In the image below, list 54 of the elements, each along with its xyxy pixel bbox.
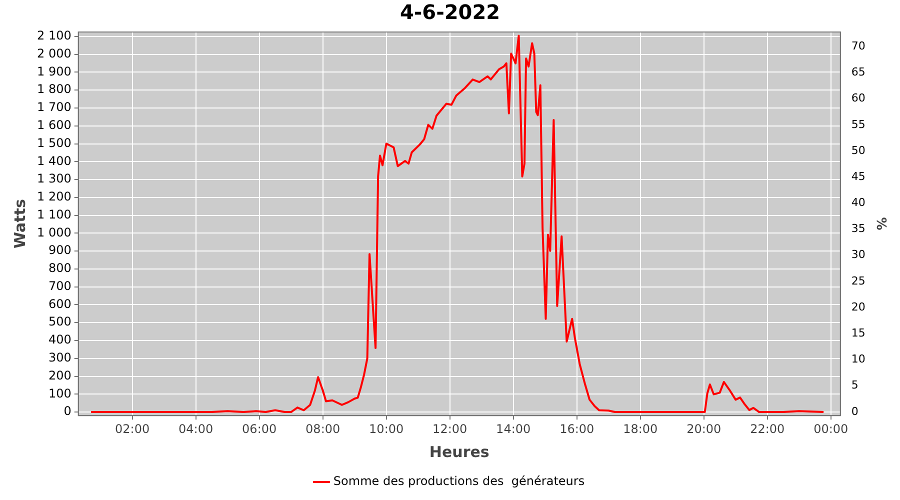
y-tick-label: 100 — [48, 386, 72, 400]
y-tick-label: 1 300 — [36, 172, 72, 186]
y-tick-label: 300 — [48, 350, 72, 364]
y-tick-label: 1 000 — [36, 225, 72, 240]
y2-tick-label: 30 — [851, 248, 866, 262]
y2-tick-label: 15 — [851, 326, 866, 340]
y-tick-label: 700 — [48, 278, 72, 293]
y-tick-label: 2 100 — [36, 28, 72, 43]
y-tick-label: 1 100 — [36, 207, 72, 222]
x-tick-label: 16:00 — [560, 422, 594, 436]
y-tick-label: 0 — [64, 404, 72, 418]
x-tick-label: 04:00 — [178, 422, 214, 436]
y2-tick-label: 60 — [851, 92, 866, 105]
y-axis-title: Watts — [10, 199, 29, 249]
y2-tick-label: 20 — [851, 300, 866, 314]
y-tick-label: 1 400 — [36, 154, 72, 168]
chart-title: 4-6-2022 — [400, 0, 500, 24]
y2-tick-label: 70 — [851, 39, 866, 52]
y-tick-label: 1 500 — [36, 136, 72, 150]
x-tick-label: 00:00 — [814, 422, 848, 436]
x-tick-label: 18:00 — [623, 422, 658, 436]
y2-tick-label: 40 — [851, 196, 866, 210]
legend-label: Somme des productions des générateurs — [333, 474, 585, 488]
y-tick-label: 400 — [48, 332, 72, 347]
y2-tick-label: 25 — [851, 274, 866, 288]
x-axis-title: Heures — [429, 442, 490, 461]
y-tick-label: 600 — [48, 296, 72, 311]
y-tick-label: 1 700 — [36, 100, 72, 114]
y2-tick-label: 0 — [851, 404, 858, 418]
y-tick-label: 1 600 — [36, 118, 72, 132]
x-tick-label: 06:00 — [242, 422, 277, 436]
y-tick-label: 500 — [48, 314, 72, 329]
y2-tick-label: 50 — [851, 144, 866, 157]
y-tick-label: 2 000 — [36, 46, 72, 60]
x-tick-label: 20:00 — [686, 422, 722, 436]
y-tick-label: 1 800 — [36, 82, 72, 96]
y-tick-label: 1 900 — [36, 64, 72, 78]
x-tick-label: 02:00 — [115, 422, 150, 436]
y2-tick-label: 65 — [851, 66, 866, 79]
y2-tick-label: 55 — [851, 118, 866, 131]
y2-tick-label: 5 — [851, 378, 858, 392]
y-tick-label: 200 — [48, 368, 72, 382]
y-tick-label: 900 — [48, 243, 72, 258]
y2-tick-label: 45 — [851, 170, 866, 183]
y2-tick-label: 10 — [851, 352, 866, 366]
x-tick-label: 22:00 — [750, 422, 785, 436]
y-tick-label: 1 200 — [36, 190, 72, 204]
x-tick-label: 12:00 — [432, 422, 468, 436]
y2-tick-label: 35 — [851, 222, 866, 236]
x-tick-label: 14:00 — [496, 422, 531, 436]
x-tick-label: 08:00 — [306, 422, 340, 436]
y-tick-label: 800 — [48, 261, 72, 276]
x-tick-label: 10:00 — [369, 422, 404, 436]
y2-axis-title: % — [872, 217, 888, 230]
